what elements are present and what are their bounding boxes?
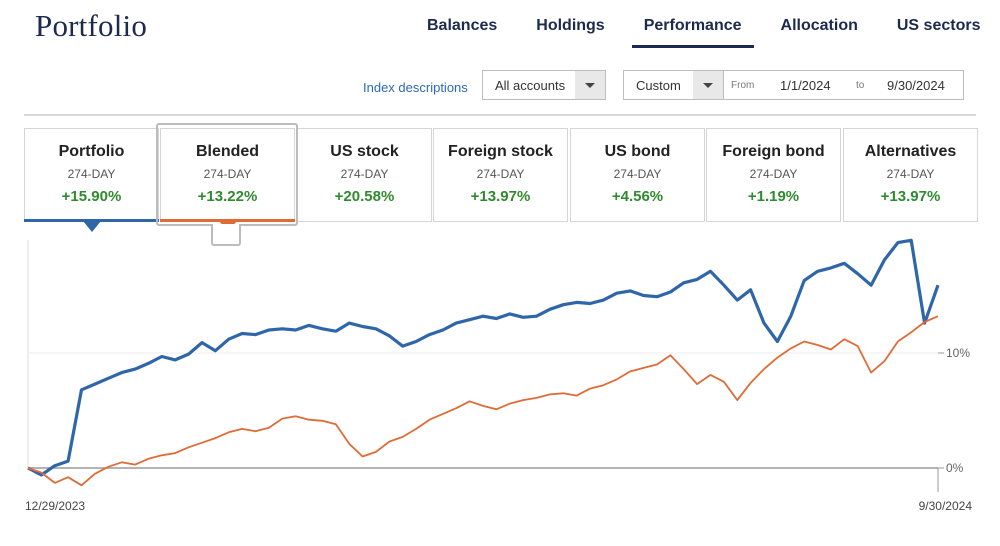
card-name: Foreign stock xyxy=(448,143,553,160)
card-return: +20.58% xyxy=(334,188,395,205)
tab-allocation[interactable]: Allocation xyxy=(780,17,858,34)
card-portfolio[interactable]: Portfolio 274-DAY +15.90% xyxy=(24,128,159,232)
card-period: 274-DAY xyxy=(67,167,116,181)
card-return: +1.19% xyxy=(747,188,800,205)
card-pointer-icon xyxy=(83,221,101,232)
date-range-select-value: Custom xyxy=(636,78,681,93)
chevron-down-icon xyxy=(703,83,713,88)
from-date-input[interactable]: 1/1/2024 xyxy=(780,78,831,93)
series-blended-line xyxy=(27,315,939,487)
from-label: From xyxy=(731,80,755,91)
date-range-select[interactable]: Custom xyxy=(623,70,724,100)
tab-performance[interactable]: Performance xyxy=(631,15,754,48)
date-range-dropdown-button[interactable] xyxy=(693,71,723,99)
card-alternatives[interactable]: Alternatives 274-DAY +13.97% xyxy=(843,128,978,222)
card-name: US bond xyxy=(604,143,671,160)
tab-balances[interactable]: Balances xyxy=(427,17,498,34)
card-period: 274-DAY xyxy=(203,167,252,181)
card-period: 274-DAY xyxy=(340,167,389,181)
chart-grid xyxy=(27,240,944,492)
card-period: 274-DAY xyxy=(749,167,798,181)
card-selected-bar xyxy=(24,219,159,222)
card-us-bond[interactable]: US bond 274-DAY +4.56% xyxy=(570,128,705,222)
index-descriptions-link[interactable]: Index descriptions xyxy=(363,80,468,95)
card-us-stock[interactable]: US stock 274-DAY +20.58% xyxy=(297,128,432,222)
header-divider xyxy=(24,114,976,116)
chevron-down-icon xyxy=(585,83,595,88)
card-period: 274-DAY xyxy=(886,167,935,181)
accounts-select-value: All accounts xyxy=(495,78,566,93)
card-foreign-bond[interactable]: Foreign bond 274-DAY +1.19% xyxy=(706,128,841,222)
card-name: Blended xyxy=(195,143,260,160)
card-return: +15.90% xyxy=(61,188,122,205)
card-name: Alternatives xyxy=(864,143,957,160)
card-return: +13.97% xyxy=(470,188,531,205)
custom-date-range: From 1/1/2024 to 9/30/2024 xyxy=(723,70,964,100)
tab-us-sectors[interactable]: US sectors xyxy=(896,17,981,34)
y-tick-label: 0% xyxy=(946,461,964,475)
performance-nav: Balances Holdings Performance Allocation… xyxy=(415,15,1000,48)
chart-labels: 0% 10% 12/29/2023 9/30/2024 xyxy=(25,346,972,513)
x-end-label: 9/30/2024 xyxy=(919,499,973,513)
app-title: Portfolio xyxy=(35,8,148,43)
card-return: +13.22% xyxy=(197,188,258,205)
card-name: US stock xyxy=(330,143,399,160)
card-hover-tab xyxy=(211,224,241,246)
x-start-label: 12/29/2023 xyxy=(25,499,85,513)
chart-series xyxy=(27,238,940,487)
card-return: +13.97% xyxy=(880,188,941,205)
accounts-dropdown-button[interactable] xyxy=(575,71,605,99)
y-tick-label: 10% xyxy=(946,346,970,360)
card-foreign-stock[interactable]: Foreign stock 274-DAY +13.97% xyxy=(433,128,568,222)
accounts-select[interactable]: All accounts xyxy=(482,70,606,100)
to-date-input[interactable]: 9/30/2024 xyxy=(887,78,945,93)
series-portfolio-line xyxy=(27,238,940,477)
card-name: Portfolio xyxy=(58,143,125,160)
to-label: to xyxy=(856,80,865,91)
tab-holdings[interactable]: Holdings xyxy=(536,17,605,34)
card-selected-bar xyxy=(160,219,295,222)
card-period: 274-DAY xyxy=(476,167,525,181)
card-return: +4.56% xyxy=(611,188,664,205)
card-period: 274-DAY xyxy=(613,167,662,181)
performance-chart: 0% 10% 12/29/2023 9/30/2024 xyxy=(25,238,972,513)
card-blended[interactable]: Blended 274-DAY +13.22% xyxy=(160,128,295,232)
card-name: Foreign bond xyxy=(722,143,825,160)
